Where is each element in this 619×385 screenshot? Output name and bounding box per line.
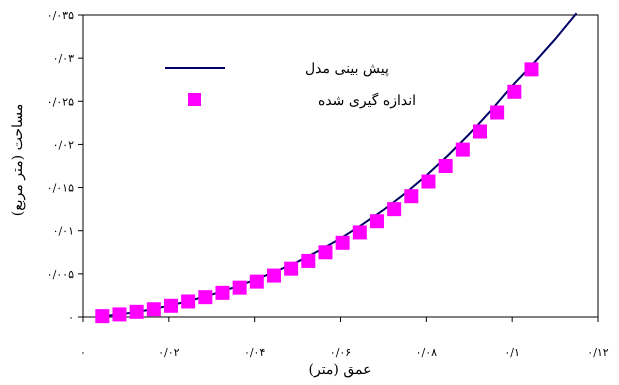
measured-point [301, 253, 316, 268]
measured-point [266, 268, 281, 283]
measured-point [95, 309, 110, 324]
measured-point [438, 159, 453, 173]
axes: ۰ ۰/۰۲ ۰/۰۴ ۰/۰۶ ۰/۰۸ ۰/۱ ۰/۱۲ ۰ ۰/۰۰۵ ۰/۰۱ ۰/۰۱۵ ۰… [47, 9, 609, 359]
measured-point [369, 214, 384, 229]
measured-point [249, 274, 264, 289]
plot-marks [95, 12, 578, 324]
measured-point [163, 298, 178, 313]
series-line-model [104, 12, 578, 318]
y-tick-label: ۰/۰۱۵ [47, 182, 74, 195]
legend-label-measured: اندازه گیری شده [318, 92, 416, 109]
measured-point [112, 307, 127, 322]
x-tick-label: ۰/۰۲ [158, 346, 180, 359]
measured-point [352, 225, 367, 240]
measured-point [421, 174, 436, 189]
legend-label-model: پیش بینی مدل [305, 61, 389, 77]
measured-point [215, 285, 230, 300]
y-axis-title: مساحت (متر مربع) [10, 104, 26, 217]
measured-point [181, 294, 196, 309]
legend: پیش بینی مدل اندازه گیری شده [165, 61, 416, 109]
measured-point [129, 304, 144, 319]
legend-square-sample [188, 93, 201, 106]
y-tick-label: ۰ [68, 311, 74, 324]
measured-point [198, 290, 213, 305]
measured-point [524, 62, 539, 77]
measured-point [284, 261, 299, 276]
y-tick-label: ۰/۰۲ [53, 138, 75, 151]
y-tick-label: ۰/۰۲۵ [47, 95, 74, 108]
x-tick-label: ۰/۰۴ [244, 346, 266, 359]
measured-point [404, 189, 419, 204]
x-tick-label: ۰/۱ [504, 346, 520, 359]
measured-point [318, 245, 333, 260]
measured-point [146, 302, 161, 317]
measured-point [232, 280, 247, 295]
measured-point [387, 202, 402, 217]
x-tick-label: ۰/۰۶ [330, 346, 351, 359]
measured-point [455, 142, 470, 157]
measured-point [507, 84, 522, 99]
measured-point [335, 235, 350, 250]
x-axis-title: عمق (متر) [309, 362, 372, 378]
measured-point [490, 105, 505, 120]
x-tick-label: ۰/۱۲ [587, 346, 609, 359]
y-tick-label: ۰/۰۳۵ [47, 9, 74, 22]
y-tick-label: ۰/۰۰۵ [47, 268, 74, 281]
x-tick-label: ۰/۰۸ [416, 346, 438, 359]
y-tick-label: ۰/۰۱ [53, 225, 74, 238]
measured-point [472, 124, 487, 139]
y-tick-label: ۰/۰۳ [53, 52, 75, 65]
x-tick-label: ۰ [80, 346, 86, 359]
